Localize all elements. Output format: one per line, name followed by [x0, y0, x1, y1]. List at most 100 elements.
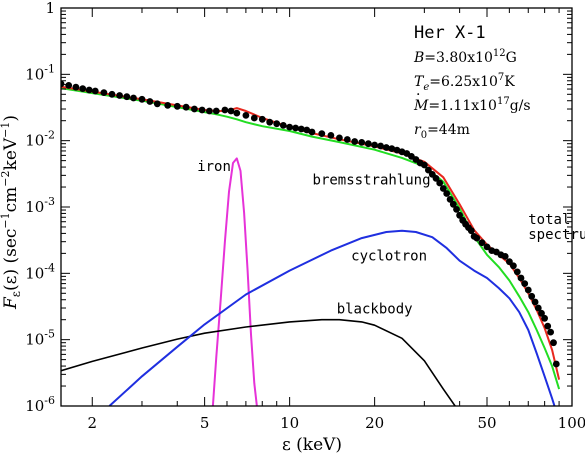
data-point: [456, 211, 463, 219]
x-tick-label: 100: [558, 414, 585, 432]
y-tick-label: 10-2: [25, 129, 55, 150]
data-point: [351, 138, 359, 145]
data-point: [538, 309, 545, 317]
data-point: [292, 124, 299, 132]
data-point: [531, 298, 539, 306]
series-line-blackbody: [61, 318, 457, 406]
curve-labels-layer: iron bremsstrahlung totalspectrum cyclotron…: [197, 159, 585, 317]
y-tick-label: 10-5: [25, 328, 55, 349]
y-tick-label: 10-6: [25, 394, 55, 415]
curve-label-bremsstrahlung: bremsstrahlung: [313, 172, 431, 188]
data-point: [528, 292, 536, 300]
data-point: [449, 200, 457, 208]
x-tick-label: 10: [280, 414, 299, 432]
data-point: [377, 142, 384, 150]
data-point: [146, 98, 154, 105]
data-point: [191, 105, 198, 113]
data-point: [318, 130, 326, 138]
data-point: [425, 166, 432, 174]
data-point: [198, 106, 206, 114]
data-point: [358, 139, 366, 146]
data-point: [521, 280, 529, 287]
data-point: [164, 102, 172, 109]
y-tick-label: 1: [45, 0, 55, 17]
data-point: [286, 123, 293, 131]
data-point: [439, 185, 447, 192]
data-point: [242, 112, 250, 119]
data-point: [138, 95, 146, 103]
x-tick-label: 2: [87, 414, 97, 432]
data-point: [483, 243, 491, 251]
data-point: [478, 239, 486, 247]
data-point: [327, 132, 335, 139]
data-point: [279, 122, 287, 129]
curve-label-total-spectrum: total: [528, 212, 570, 228]
data-point: [91, 87, 99, 95]
curve-label-cyclotron: cyclotron: [351, 249, 427, 265]
data-point: [100, 89, 108, 96]
data-point: [273, 120, 281, 128]
data-point: [266, 118, 274, 126]
data-point: [343, 136, 351, 143]
data-point: [550, 339, 557, 347]
data-point: [432, 175, 440, 182]
data-point: [552, 360, 560, 368]
param-r0: r0=44m: [414, 122, 470, 141]
data-point: [72, 83, 80, 91]
data-point: [513, 268, 521, 276]
data-point: [517, 274, 525, 282]
data-point: [388, 145, 396, 153]
series-line-cyclotron: [108, 229, 556, 406]
data-point: [206, 107, 213, 115]
y-tick-label: 10-1: [25, 62, 55, 83]
curve-label-blackbody: blackbody: [337, 301, 413, 317]
data-point: [182, 103, 190, 111]
data-point: [547, 328, 554, 336]
y-tick-label: 10-3: [25, 195, 55, 216]
curve-label-total-spectrum: spectrum: [528, 227, 585, 243]
data-point: [108, 90, 116, 98]
data-point: [467, 227, 475, 235]
data-point: [123, 93, 131, 101]
data-point: [153, 100, 161, 108]
x-tick-label: 50: [477, 414, 496, 432]
plot-frame: [60, 7, 573, 407]
data-point: [501, 253, 509, 260]
data-points-layer: [61, 80, 560, 368]
data-point: [116, 92, 123, 99]
data-point: [85, 86, 93, 94]
param-b: B=3.80x1012G: [413, 48, 517, 66]
data-point: [173, 102, 181, 110]
data-point: [336, 134, 343, 142]
data-point: [510, 262, 517, 270]
data-point: [130, 94, 137, 102]
data-point: [443, 190, 451, 197]
data-point: [212, 107, 220, 115]
data-point: [79, 85, 87, 92]
data-point: [221, 106, 229, 114]
source-name: Her X-1: [414, 23, 486, 43]
data-point: [534, 304, 542, 312]
y-tick-label: 10-4: [25, 261, 55, 282]
x-tick-label: 20: [365, 414, 384, 432]
curve-label-iron: iron: [197, 159, 231, 175]
data-point: [371, 141, 378, 149]
data-point: [227, 107, 235, 115]
series-line-iron: [211, 157, 258, 406]
curves-layer: [61, 85, 561, 406]
parameter-box: Her X-1 B=3.80x1012G Te=6.25x107K · M=1.…: [413, 23, 531, 141]
data-point: [473, 234, 481, 242]
ticks-layer: 2 5 10 20 50 100 10-6 10-5 10-4 10-3 10-2 10-1 1: [25, 0, 585, 432]
data-point: [258, 115, 266, 123]
data-point: [61, 80, 65, 88]
x-axis-label: ε (keV): [282, 435, 342, 455]
data-point: [65, 82, 73, 89]
data-point: [382, 144, 390, 151]
data-point: [364, 140, 372, 148]
data-point: [308, 128, 316, 136]
mdot-dot: ·: [416, 87, 420, 103]
data-point: [446, 196, 454, 203]
data-point: [421, 161, 428, 169]
data-point: [541, 314, 548, 322]
